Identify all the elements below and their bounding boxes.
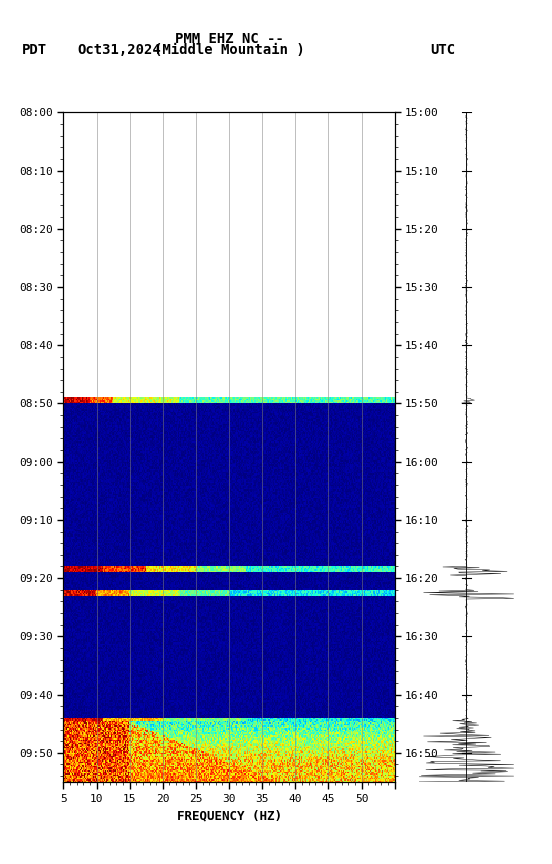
- Text: UTC: UTC: [431, 43, 456, 57]
- Text: PMM EHZ NC --: PMM EHZ NC --: [174, 32, 284, 46]
- Text: PDT: PDT: [22, 43, 47, 57]
- Text: (Middle Mountain ): (Middle Mountain ): [153, 43, 305, 57]
- Text: Oct31,2024: Oct31,2024: [77, 43, 161, 57]
- X-axis label: FREQUENCY (HZ): FREQUENCY (HZ): [177, 810, 282, 823]
